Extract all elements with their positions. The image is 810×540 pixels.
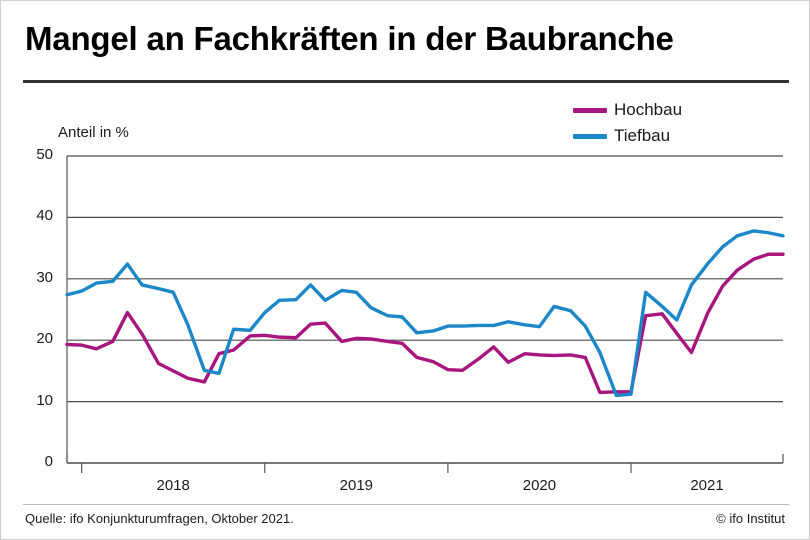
chart-legend: Hochbau Tiefbau [573,97,763,149]
title-block: Mangel an Fachkräften in der Baubranche [1,1,809,83]
source-note: Quelle: ifo Konjunkturumfragen, Oktober … [25,511,294,526]
x-tick-label-2020: 2020 [522,477,557,494]
y-tick-label-20: 20 [36,330,53,348]
x-tick-label-2019: 2019 [339,477,374,494]
page-title: Mangel an Fachkräften in der Baubranche [25,20,674,57]
legend-swatch-tiefbau [573,133,607,139]
legend-label-hochbau: Hochbau [614,100,683,119]
y-tick-label-10: 10 [36,391,53,409]
x-tick-label-2021: 2021 [690,477,724,494]
y-tick-label-40: 40 [36,207,53,225]
legend-swatch-hochbau [573,107,607,113]
y-tick-label-0: 0 [44,453,53,470]
y-tick-label-30: 30 [36,268,53,286]
copyright-note: © ifo Institut [716,511,785,526]
y-tick-label-50: 50 [36,146,53,163]
series-line-hochbau [65,252,785,395]
legend-label-tiefbau: Tiefbau [614,126,671,145]
y-axis-unit-label: Anteil in % [58,124,129,141]
title-divider [23,80,789,83]
legend-item-tiefbau: Tiefbau [573,123,763,149]
x-tick-label-2018: 2018 [156,477,190,494]
footer-divider [23,504,789,505]
series-line-tiefbau [65,229,785,398]
legend-item-hochbau: Hochbau [573,97,763,123]
